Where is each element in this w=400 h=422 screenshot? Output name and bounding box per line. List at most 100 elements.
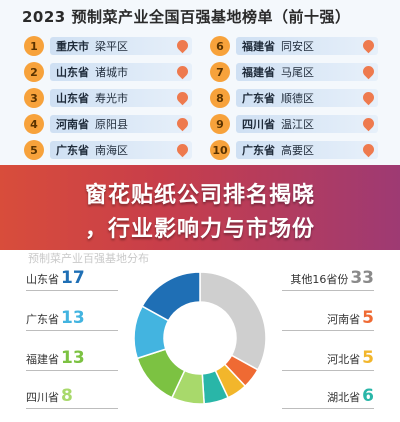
- rank-number-badge: 7: [210, 62, 230, 82]
- location-pin-icon: [174, 141, 191, 158]
- distribution-label: 四川省 8: [26, 386, 118, 409]
- rank-district: 温江区: [281, 118, 314, 131]
- rank-bar: 广东省 南海区: [50, 141, 192, 159]
- rank-province: 重庆市: [56, 40, 89, 53]
- ranking-row: 3 山东省 寿光市: [24, 88, 192, 108]
- rank-district: 梁平区: [95, 40, 128, 53]
- donut-slice: [141, 271, 201, 322]
- ranking-row: 6 福建省 同安区: [210, 36, 378, 56]
- rank-district: 寿光市: [95, 92, 128, 105]
- rank-province: 福建省: [242, 40, 275, 53]
- leader-line: [282, 408, 374, 409]
- rank-district: 原阳县: [95, 118, 128, 131]
- rank-province: 福建省: [242, 66, 275, 79]
- count-value: 5: [362, 308, 374, 328]
- ranking-row: 1 重庆市 梁平区: [24, 36, 192, 56]
- leader-line: [282, 370, 374, 371]
- rank-bar: 重庆市 梁平区: [50, 37, 192, 55]
- distribution-caption: 预制菜产业百强基地分布: [28, 252, 149, 265]
- leader-line: [26, 370, 118, 371]
- distribution-chart: 预制菜产业百强基地分布 山东省 17 广东省 13 福建省 13 四川省 8 其他16省份 33 河…: [0, 250, 400, 422]
- province-name: 湖北省: [327, 391, 361, 404]
- ranking-title: 2023 预制菜产业全国百强基地榜单（前十强）: [22, 8, 351, 26]
- distribution-label: 其他16省份 33: [282, 268, 374, 291]
- rank-province: 广东省: [56, 144, 89, 157]
- rank-bar: 山东省 诸城市: [50, 63, 192, 81]
- location-pin-icon: [360, 37, 377, 54]
- rank-bar: 广东省 顺德区: [236, 89, 378, 107]
- rank-province: 广东省: [242, 92, 275, 105]
- count-value: 5: [362, 348, 374, 368]
- province-name: 广东省: [26, 313, 59, 326]
- rank-number-badge: 1: [24, 36, 44, 56]
- leader-line: [282, 290, 374, 291]
- province-name: 山东省: [26, 273, 59, 286]
- headline-banner: 窗花贴纸公司排名揭晓 ，行业影响力与市场份: [0, 165, 400, 250]
- rank-district: 南海区: [95, 144, 128, 157]
- count-value: 8: [61, 386, 73, 406]
- banner-line-2: ，行业影响力与市场份: [84, 217, 315, 242]
- leader-line: [26, 408, 118, 409]
- distribution-label: 河北省 5: [282, 348, 374, 371]
- rank-province: 山东省: [56, 66, 89, 79]
- banner-line-1: 窗花贴纸公司排名揭晓: [84, 183, 315, 208]
- count-value: 17: [61, 268, 85, 288]
- rank-number-badge: 9: [210, 114, 230, 134]
- count-value: 13: [61, 308, 85, 328]
- rank-district: 顺德区: [281, 92, 314, 105]
- rank-province: 四川省: [242, 118, 275, 131]
- location-pin-icon: [360, 63, 377, 80]
- rank-number-badge: 10: [210, 140, 230, 160]
- ranking-row: 2 山东省 诸城市: [24, 62, 192, 82]
- leader-line: [26, 290, 118, 291]
- rank-bar: 广东省 高要区: [236, 141, 378, 159]
- leader-line: [26, 330, 118, 331]
- location-pin-icon: [360, 141, 377, 158]
- donut-slice: [199, 271, 267, 371]
- rank-bar: 四川省 温江区: [236, 115, 378, 133]
- ranking-row: 10 广东省 高要区: [210, 140, 378, 160]
- location-pin-icon: [174, 89, 191, 106]
- rank-district: 高要区: [281, 144, 314, 157]
- rank-number-badge: 4: [24, 114, 44, 134]
- rank-province: 山东省: [56, 92, 89, 105]
- rank-province: 广东省: [242, 144, 275, 157]
- rank-number-badge: 3: [24, 88, 44, 108]
- rank-district: 马尾区: [281, 66, 314, 79]
- province-name: 河北省: [327, 353, 361, 366]
- rank-number-badge: 2: [24, 62, 44, 82]
- rank-district: 同安区: [281, 40, 314, 53]
- location-pin-icon: [174, 37, 191, 54]
- distribution-label: 湖北省 6: [282, 386, 374, 409]
- rank-province: 河南省: [56, 118, 89, 131]
- count-value: 6: [362, 386, 374, 406]
- rank-number-badge: 6: [210, 36, 230, 56]
- ranking-row: 7 福建省 马尾区: [210, 62, 378, 82]
- rank-district: 诸城市: [95, 66, 128, 79]
- count-value: 13: [61, 348, 85, 368]
- rank-bar: 福建省 马尾区: [236, 63, 378, 81]
- ranking-row: 8 广东省 顺德区: [210, 88, 378, 108]
- distribution-label: 广东省 13: [26, 308, 118, 331]
- ranking-row: 4 河南省 原阳县: [24, 114, 192, 134]
- leader-line: [282, 330, 374, 331]
- rank-number-badge: 5: [24, 140, 44, 160]
- location-pin-icon: [174, 115, 191, 132]
- ranking-row: 9 四川省 温江区: [210, 114, 378, 134]
- distribution-label: 河南省 5: [282, 308, 374, 331]
- distribution-label: 福建省 13: [26, 348, 118, 371]
- province-name: 河南省: [327, 313, 361, 326]
- rank-number-badge: 8: [210, 88, 230, 108]
- count-value: 33: [350, 268, 374, 288]
- rank-bar: 河南省 原阳县: [50, 115, 192, 133]
- province-name: 福建省: [26, 353, 59, 366]
- location-pin-icon: [360, 115, 377, 132]
- location-pin-icon: [360, 89, 377, 106]
- rank-bar: 山东省 寿光市: [50, 89, 192, 107]
- province-name: 其他16省份: [290, 273, 349, 286]
- distribution-label: 山东省 17: [26, 268, 118, 291]
- donut-chart: [133, 271, 267, 405]
- ranking-panel: 2023 预制菜产业全国百强基地榜单（前十强） 1 重庆市 梁平区 2 山东省 诸城市 3 山…: [0, 0, 400, 170]
- location-pin-icon: [174, 63, 191, 80]
- rank-bar: 福建省 同安区: [236, 37, 378, 55]
